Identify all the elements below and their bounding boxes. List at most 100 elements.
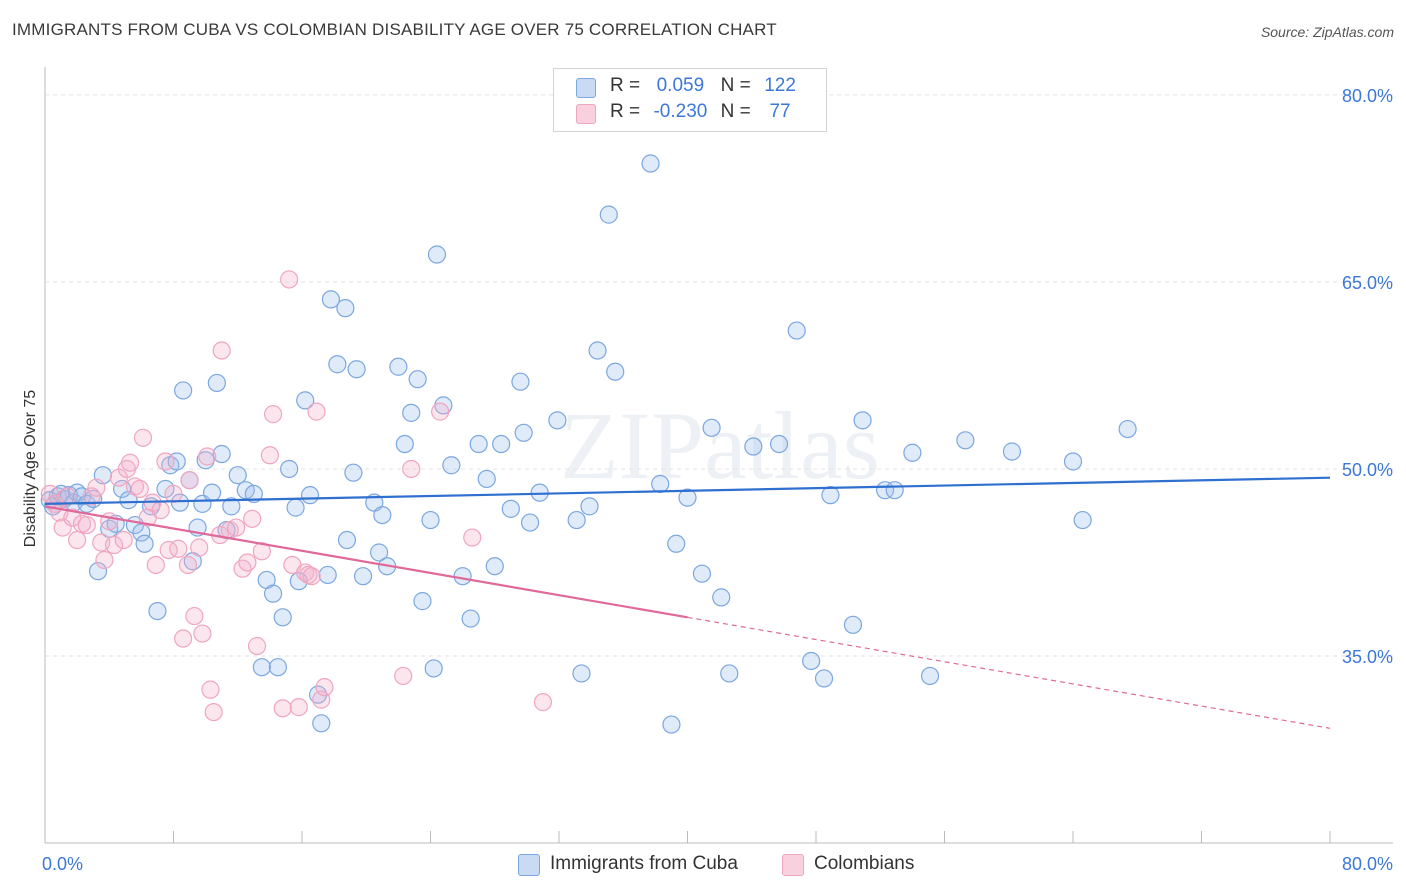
cuba-point-89 — [588, 341, 607, 360]
y-tick-label-0: 80.0% — [1342, 86, 1393, 106]
series-cuba-points — [40, 154, 1137, 734]
colombians-point-4 — [58, 487, 77, 506]
cuba-point-96 — [678, 488, 697, 507]
cuba-point-95 — [667, 534, 686, 553]
cuba-point-43 — [268, 658, 288, 677]
cuba-point-55 — [336, 299, 355, 318]
colombians-point-14 — [104, 535, 124, 555]
cuba-point-115 — [1063, 452, 1083, 471]
cuba-point-101 — [744, 437, 763, 456]
cuba-point-21 — [148, 601, 167, 621]
cuba-point-49 — [300, 486, 320, 505]
cuba-point-58 — [347, 360, 366, 379]
legend-swatch-colombians — [576, 104, 596, 124]
colombians-point-53 — [289, 698, 308, 717]
colombians-point-26 — [156, 452, 175, 471]
series-legend: Immigrants from Cuba Colombians — [0, 852, 1406, 878]
colombians-point-30 — [174, 629, 193, 648]
cuba-point-90 — [599, 205, 618, 224]
colombians-point-43 — [233, 559, 252, 578]
cuba-point-83 — [520, 513, 540, 532]
cuba-point-86 — [567, 510, 586, 530]
cuba-point-97 — [692, 564, 712, 583]
legend-label-cuba: Immigrants from Cuba — [550, 853, 738, 874]
cuba-point-69 — [421, 510, 440, 530]
cuba-point-94 — [662, 715, 681, 734]
cuba-point-114 — [1002, 442, 1022, 461]
colombians-point-32 — [180, 471, 199, 490]
cuba-point-66 — [402, 403, 421, 422]
colombians-point-3 — [53, 518, 72, 537]
chart-source: Source: ZipAtlas.com — [1260, 24, 1394, 40]
colombians-point-45 — [243, 509, 262, 528]
cuba-point-75 — [461, 609, 480, 628]
colombians-point-48 — [260, 446, 279, 465]
colombians-point-38 — [204, 702, 223, 722]
colombians-point-25 — [151, 501, 170, 520]
cuba-point-56 — [337, 530, 357, 550]
y-axis-title: Disability Age Over 75 — [22, 390, 39, 548]
cuba-point-99 — [712, 588, 731, 607]
colombians-point-29 — [169, 539, 188, 558]
colombians-point-20 — [130, 479, 149, 499]
colombians-point-37 — [201, 680, 220, 699]
cuba-point-59 — [353, 567, 373, 586]
colombians-point-31 — [178, 555, 198, 575]
cuba-point-80 — [501, 499, 520, 518]
legend-swatch-colombians — [782, 854, 804, 876]
legend-n-label: N = — [720, 75, 751, 96]
x-tick-label-end: 80.0% — [1342, 854, 1393, 874]
legend-r-value-colombians: -0.230 — [653, 101, 708, 122]
colombians-point-9 — [82, 487, 101, 506]
cuba-point-46 — [286, 498, 305, 517]
cuba-point-37 — [228, 466, 247, 485]
cuba-point-117 — [1118, 419, 1137, 439]
cuba-point-70 — [424, 659, 443, 678]
trend-line-colombians-extension — [687, 616, 1331, 729]
legend-n-value-colombians: 77 — [769, 101, 791, 122]
colombians-point-36 — [198, 447, 217, 466]
colombians-point-27 — [159, 540, 178, 560]
cuba-point-77 — [477, 469, 496, 489]
cuba-point-88 — [580, 497, 599, 516]
trend-line-colombians — [44, 505, 688, 619]
axes — [44, 67, 1393, 844]
cuba-point-50 — [308, 685, 328, 704]
legend-n-value-cuba: 122 — [764, 75, 796, 96]
colombians-point-12 — [95, 550, 114, 570]
cuba-point-111 — [903, 443, 922, 462]
cuba-point-48 — [296, 391, 315, 410]
tick-labels: 80.0% 65.0% 50.0% 35.0% 0.0% 80.0% Disability … — [22, 86, 1393, 874]
cuba-point-68 — [413, 592, 432, 611]
cuba-point-36 — [222, 497, 241, 516]
cuba-point-62 — [373, 505, 392, 525]
colombians-point-40 — [212, 341, 231, 360]
legend-n-label: N = — [720, 101, 751, 122]
y-tick-label-1: 65.0% — [1342, 273, 1393, 293]
colombians-point-28 — [164, 484, 183, 504]
cuba-point-39 — [244, 484, 263, 504]
colombians-point-42 — [227, 518, 246, 537]
colombians-point-19 — [125, 477, 145, 496]
cuba-point-45 — [280, 459, 299, 479]
colombians-point-16 — [114, 530, 133, 550]
cuba-point-105 — [814, 669, 834, 688]
cuba-point-73 — [442, 456, 461, 475]
y-tick-label-3: 35.0% — [1342, 647, 1393, 667]
cuba-point-33 — [207, 373, 226, 393]
cuba-point-52 — [318, 565, 337, 585]
colombians-point-50 — [273, 699, 292, 718]
stats-legend: R = 0.059 N = 122 R = -0.230 N = 77 — [553, 68, 827, 132]
cuba-point-65 — [395, 434, 414, 454]
colombians-point-44 — [238, 553, 257, 572]
cuba-point-103 — [787, 321, 806, 340]
colombians-point-10 — [87, 478, 106, 497]
colombians-point-21 — [133, 428, 153, 447]
cuba-point-79 — [492, 434, 511, 454]
cuba-point-85 — [548, 411, 567, 430]
cuba-point-92 — [641, 154, 660, 173]
cuba-point-98 — [702, 418, 721, 437]
colombians-point-24 — [146, 555, 165, 575]
cuba-point-100 — [720, 664, 739, 683]
cuba-point-113 — [956, 431, 975, 450]
